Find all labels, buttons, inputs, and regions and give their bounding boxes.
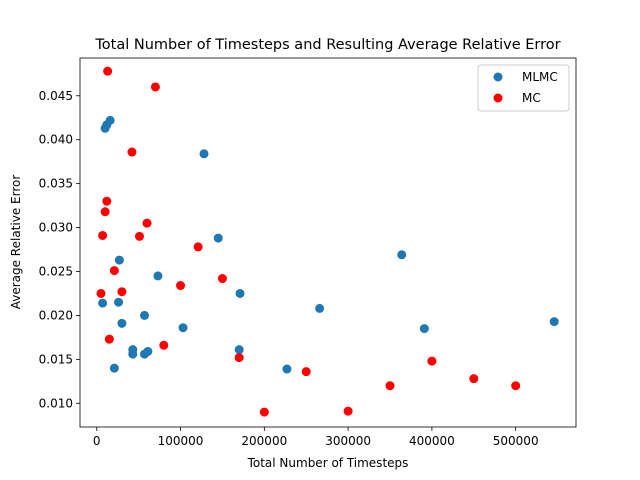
mc-point <box>343 406 353 416</box>
x-tick-label: 0 <box>93 434 101 448</box>
mc-point <box>385 381 395 391</box>
mlmc-point <box>234 345 244 355</box>
mc-point <box>117 287 127 297</box>
y-tick-label: 0.010 <box>39 396 73 410</box>
y-tick-label: 0.035 <box>39 177 73 191</box>
chart-title: Total Number of Timesteps and Resulting … <box>94 37 560 53</box>
mc-point <box>127 147 137 157</box>
y-axis-label: Average Relative Error <box>9 175 23 310</box>
x-axis-label: Total Number of Timesteps <box>247 456 409 470</box>
mlmc-point <box>419 324 429 334</box>
mlmc-point <box>282 364 292 374</box>
x-tick-label: 300000 <box>325 434 371 448</box>
mlmc-point <box>235 288 245 298</box>
mlmc-point <box>178 323 188 333</box>
x-tick-label: 500000 <box>493 434 539 448</box>
mlmc-point <box>153 271 163 281</box>
y-tick-label: 0.020 <box>39 308 73 322</box>
plot-frame <box>79 57 577 428</box>
x-tick-label: 100000 <box>158 434 204 448</box>
mlmc-point <box>128 349 138 359</box>
mlmc-point <box>140 310 150 320</box>
mlmc-point <box>315 303 325 313</box>
mlmc-point <box>143 346 153 356</box>
x-tick-label: 400000 <box>409 434 455 448</box>
mc-point <box>301 367 311 377</box>
mc-point <box>469 374 479 384</box>
x-tick-label: 200000 <box>241 434 287 448</box>
mc-point <box>102 196 112 206</box>
legend: MLMC MC <box>477 64 570 112</box>
mc-point <box>96 288 106 298</box>
mc-point <box>193 242 203 252</box>
mc-point <box>427 356 437 366</box>
legend-marker-mlmc <box>493 72 503 82</box>
legend-marker-mc <box>493 93 503 103</box>
legend-label-mlmc: MLMC <box>522 70 558 84</box>
plot-area: 0 100000 200000 300000 400000 500000 0.010 0.01… <box>39 57 577 448</box>
mc-point <box>150 82 160 92</box>
mlmc-point <box>105 115 115 125</box>
mc-point <box>217 274 227 284</box>
mlmc-point <box>199 149 209 159</box>
mc-point <box>134 231 144 241</box>
legend-label-mc: MC <box>522 91 541 105</box>
mc-point <box>100 207 110 217</box>
mc-point <box>511 381 521 391</box>
mc-point <box>98 230 108 240</box>
mlmc-point <box>549 317 559 327</box>
mlmc-point <box>117 318 127 328</box>
y-tick-label: 0.025 <box>39 264 73 278</box>
y-tick-label: 0.040 <box>39 133 73 147</box>
mc-point <box>159 340 169 350</box>
mc-point <box>234 353 244 363</box>
y-tick-label: 0.015 <box>39 352 73 366</box>
mlmc-point <box>114 297 124 307</box>
mc-point <box>103 66 113 76</box>
mlmc-point <box>213 233 223 243</box>
y-tick-label: 0.030 <box>39 221 73 235</box>
mc-point <box>176 281 186 291</box>
mlmc-point <box>109 363 119 373</box>
mc-point <box>109 266 119 276</box>
mlmc-point <box>397 250 407 260</box>
mlmc-point <box>114 255 124 265</box>
mc-point <box>142 218 152 228</box>
y-tick-label: 0.045 <box>39 89 73 103</box>
mlmc-point <box>98 298 108 308</box>
mc-point <box>104 334 114 344</box>
mc-point <box>259 407 269 417</box>
